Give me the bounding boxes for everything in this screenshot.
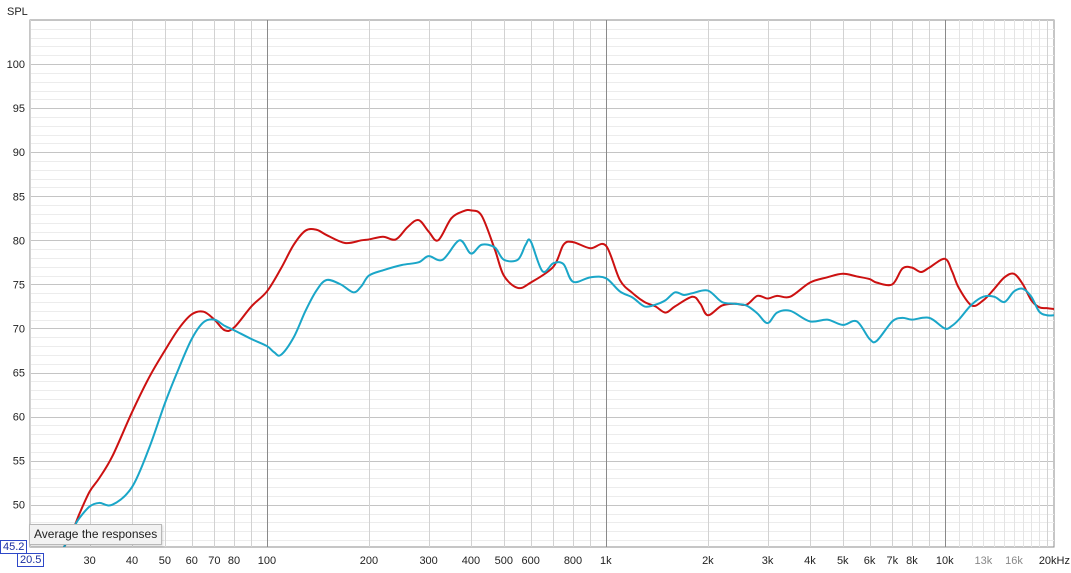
x-tick-label: 30 [84, 555, 96, 567]
y-tick-label: 55 [13, 456, 25, 468]
x-tick-label: 600 [521, 555, 539, 567]
x-tick-label: 4k [804, 555, 816, 567]
x-tick-label: 1k [600, 555, 612, 567]
x-tick-label: 70 [208, 555, 220, 567]
y-tick-label: 85 [13, 191, 25, 203]
y-tick-label: 65 [13, 368, 25, 380]
x-tick-label: 8k [906, 555, 918, 567]
x-tick-label: 400 [462, 555, 480, 567]
x-tick-label: 20kHz [1039, 555, 1070, 567]
x-tick-label: 7k [886, 555, 898, 567]
x-tick-label: 200 [360, 555, 378, 567]
y-tick-label: 75 [13, 279, 25, 291]
x-tick-label: 5k [837, 555, 849, 567]
y-tick-label: 50 [13, 500, 25, 512]
average-responses-tooltip: Average the responses [29, 524, 163, 545]
cursor-spl-readout: 45.2 [0, 540, 28, 554]
cursor-frequency-readout: 20.5 [17, 553, 45, 567]
x-tick-label: 80 [228, 555, 240, 567]
x-tick-label: 40 [126, 555, 138, 567]
chart-grid [29, 19, 1055, 548]
y-tick-label: 70 [13, 323, 25, 335]
x-tick-label: 800 [564, 555, 582, 567]
x-tick-label: 6k [864, 555, 876, 567]
y-axis-tick-labels: 50 55 60 65 70 75 80 85 90 95 100 [7, 59, 25, 512]
plot-area [62, 208, 1054, 547]
x-tick-label: 60 [186, 555, 198, 567]
y-tick-label: 60 [13, 412, 25, 424]
x-tick-label: 13k [975, 555, 993, 567]
x-tick-label: 50 [159, 555, 171, 567]
x-tick-label: 10k [936, 555, 954, 567]
y-tick-label: 90 [13, 147, 25, 159]
x-tick-label: 300 [419, 555, 437, 567]
y-tick-label: 80 [13, 235, 25, 247]
x-tick-label: 16k [1005, 555, 1023, 567]
x-axis-tick-labels: 30 40 50 60 70 80 100 200 300 400 500 600 800 1k 2k 3k 4… [84, 555, 1070, 567]
x-tick-label: 100 [258, 555, 276, 567]
y-tick-label: 95 [13, 103, 25, 115]
series-line-red [62, 208, 1054, 547]
x-tick-label: 2k [702, 555, 714, 567]
x-tick-label: 3k [762, 555, 774, 567]
y-tick-label: 100 [7, 59, 25, 71]
series-line-cyan [62, 238, 1054, 547]
x-tick-label: 500 [495, 555, 513, 567]
y-axis-title: SPL [7, 6, 28, 18]
